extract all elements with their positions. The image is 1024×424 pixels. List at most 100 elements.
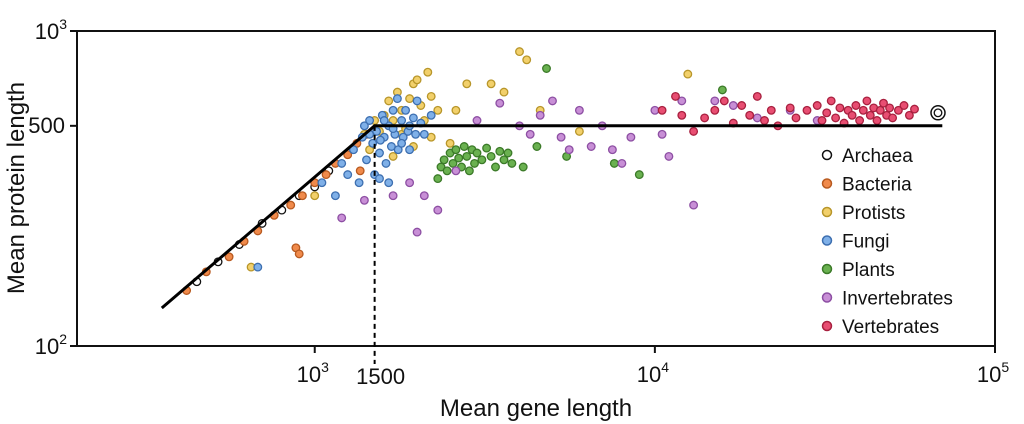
- point-plants: [495, 146, 505, 156]
- point-fungi: [354, 178, 364, 188]
- point-vertebrates: [847, 110, 857, 120]
- point-fungi: [397, 138, 407, 148]
- y-tick-label: 102: [35, 331, 67, 359]
- point-invertebrates: [564, 145, 574, 155]
- point-plants: [477, 155, 487, 165]
- point-vertebrates: [855, 116, 865, 125]
- point-vertebrates: [689, 126, 699, 136]
- point-fungi: [381, 158, 391, 168]
- point-vertebrates: [677, 110, 687, 120]
- point-plants: [448, 158, 458, 168]
- point-fungi: [388, 105, 398, 115]
- legend-label-fungi: Fungi: [842, 232, 890, 253]
- point-vertebrates: [826, 96, 836, 106]
- data-points: [182, 47, 946, 295]
- point-plants: [464, 166, 474, 176]
- point-fungi: [375, 174, 384, 184]
- point-vertebrates: [657, 105, 667, 115]
- point-vertebrates: [710, 105, 720, 115]
- point-protists: [574, 126, 584, 136]
- point-vertebrates: [760, 116, 769, 125]
- point-fungi: [343, 170, 353, 180]
- point-invertebrates: [433, 205, 443, 215]
- point-invertebrates: [657, 129, 667, 139]
- point-vertebrates: [865, 110, 875, 120]
- point-fungi: [375, 148, 384, 158]
- point-fungi: [405, 145, 415, 155]
- point-vertebrates: [791, 113, 801, 123]
- point-fungi: [379, 116, 389, 125]
- point-protists: [499, 87, 509, 97]
- point-vertebrates: [766, 105, 776, 115]
- point-invertebrates: [495, 98, 505, 108]
- point-plants: [462, 151, 472, 161]
- point-invertebrates: [574, 105, 584, 115]
- point-plants: [454, 153, 464, 163]
- point-plants: [433, 174, 443, 184]
- legend-label-invertebrates: Invertebrates: [842, 289, 953, 310]
- point-plants: [518, 162, 528, 172]
- point-vertebrates: [719, 96, 729, 106]
- point-plants: [532, 142, 542, 151]
- point-plants: [542, 64, 551, 73]
- breakpoint-label: 1500: [356, 364, 405, 389]
- point-plants: [491, 162, 500, 172]
- point-vertebrates: [885, 103, 895, 113]
- point-invertebrates: [617, 158, 627, 168]
- point-bacteria: [343, 150, 353, 160]
- point-invertebrates: [752, 113, 762, 123]
- point-fungi: [349, 145, 358, 155]
- point-invertebrates: [388, 191, 398, 201]
- point-protists: [426, 91, 436, 101]
- point-plants: [499, 155, 509, 165]
- point-bacteria: [224, 252, 234, 262]
- point-vertebrates: [831, 113, 841, 123]
- point-fungi: [330, 191, 340, 201]
- point-plants: [609, 158, 619, 168]
- point-vertebrates: [893, 105, 903, 115]
- point-invertebrates: [548, 96, 557, 106]
- point-vertebrates: [872, 116, 882, 125]
- point-invertebrates: [664, 151, 674, 161]
- axis-ticks: 103 104 105 102 500 103: [28, 16, 1009, 387]
- point-vertebrates: [888, 113, 898, 123]
- point-fungi: [419, 129, 429, 139]
- point-vertebrates: [752, 91, 762, 101]
- point-fungi: [412, 96, 422, 106]
- y-tick-label: 500: [28, 113, 65, 138]
- point-fungi: [401, 105, 411, 115]
- point-vertebrates: [817, 116, 827, 125]
- point-vertebrates: [862, 96, 872, 106]
- point-vertebrates: [879, 98, 888, 108]
- plot-area-frame: [76, 30, 996, 347]
- point-protists: [388, 151, 398, 161]
- point-fungi: [375, 135, 385, 145]
- point-protists: [445, 138, 455, 148]
- point-plants: [507, 158, 517, 168]
- point-invertebrates: [710, 96, 720, 106]
- point-plants: [717, 85, 727, 95]
- legend-marker-protists: [821, 206, 833, 218]
- point-vertebrates: [802, 105, 812, 115]
- legend-label-protists: Protists: [842, 203, 905, 224]
- point-bacteria: [355, 166, 365, 176]
- point-protists: [412, 75, 422, 85]
- point-plants: [470, 158, 479, 168]
- point-protists: [486, 79, 496, 89]
- point-protists: [683, 69, 693, 79]
- point-vertebrates: [858, 105, 868, 115]
- point-vertebrates: [737, 101, 747, 110]
- point-vertebrates: [899, 101, 909, 110]
- legend-marker-vertebrates: [821, 320, 833, 332]
- point-protists: [433, 105, 443, 115]
- point-fungi: [365, 116, 375, 125]
- point-fungi: [411, 129, 421, 139]
- point-invertebrates: [556, 132, 566, 142]
- point-invertebrates: [650, 105, 660, 115]
- point-invertebrates: [689, 200, 699, 210]
- point-protists: [405, 94, 415, 104]
- point-archaea: [933, 108, 943, 118]
- point-fungi: [337, 158, 347, 168]
- point-fungi: [384, 178, 394, 188]
- point-invertebrates: [472, 116, 482, 125]
